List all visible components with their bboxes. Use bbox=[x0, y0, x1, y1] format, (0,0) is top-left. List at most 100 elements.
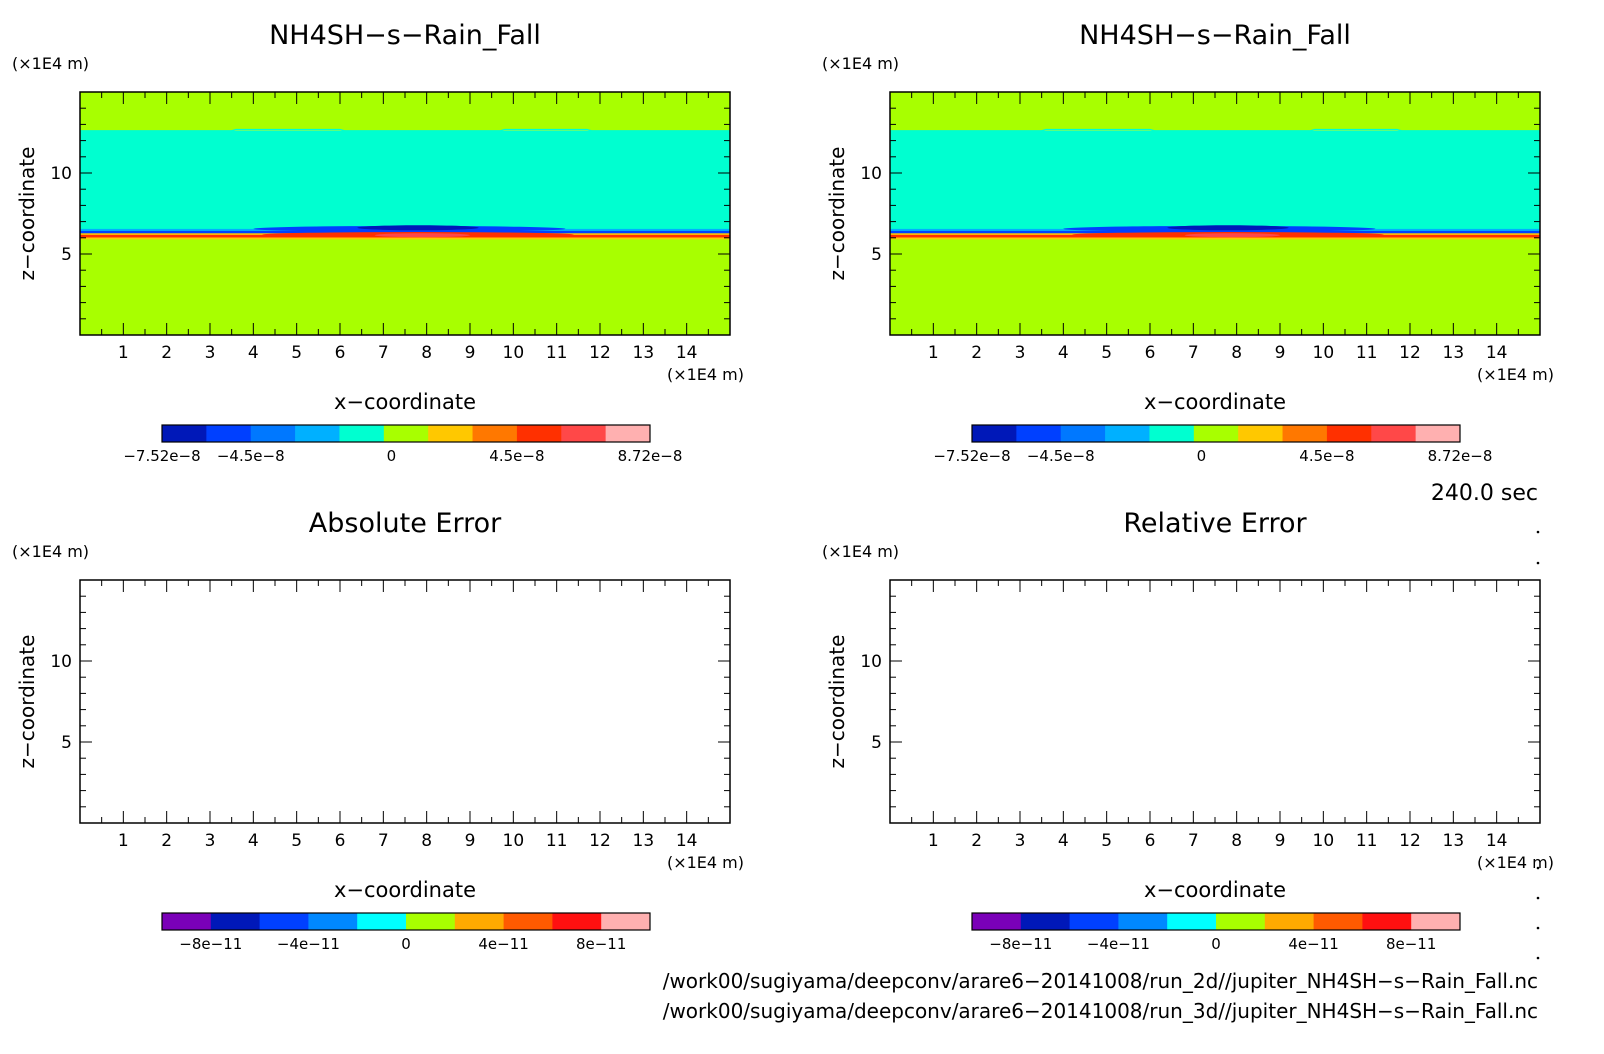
y-unit-label: (×1E4 m) bbox=[12, 54, 89, 73]
x-tick-label: 9 bbox=[465, 831, 476, 851]
panel-p2: NH4SH−s−Rain_Fall(×1E4 m)1 2 3 4 5 6 7 8 9 10 11 12… bbox=[822, 20, 1554, 465]
x-tick-label: 9 bbox=[1275, 831, 1286, 851]
x-tick-label: 3 bbox=[205, 831, 216, 851]
colorbar-swatch bbox=[1118, 913, 1168, 930]
x-tick-label: 1 bbox=[928, 831, 939, 851]
colorbar-label: 0 bbox=[387, 447, 397, 465]
contour-edge bbox=[890, 128, 1540, 132]
dot-marker bbox=[1536, 530, 1540, 534]
x-tick-label: 1 bbox=[118, 831, 129, 851]
colorbar-swatch bbox=[206, 425, 252, 442]
x-tick-label: 7 bbox=[378, 831, 389, 851]
contour-band bbox=[80, 236, 730, 335]
colorbar-swatch bbox=[308, 913, 358, 930]
x-tick-label: 10 bbox=[1313, 343, 1335, 363]
colorbar-swatch bbox=[1193, 425, 1239, 442]
x-tick-label: 2 bbox=[161, 831, 172, 851]
colorbar-label: 4e−11 bbox=[478, 935, 528, 953]
plot-frame bbox=[889, 579, 1541, 824]
contour-edge bbox=[80, 128, 730, 132]
colorbar-swatch bbox=[472, 425, 518, 442]
colorbar-swatch bbox=[1238, 425, 1284, 442]
colorbar-label: 4.5e−8 bbox=[1299, 447, 1354, 465]
x-tick-label: 10 bbox=[1313, 831, 1335, 851]
minimum-core bbox=[357, 225, 479, 231]
colorbar-label: 8.72e−8 bbox=[618, 447, 683, 465]
panels-group: NH4SH−s−Rain_Fall(×1E4 m)1 2 3 4 5 6 7 8 9 10 11 12… bbox=[12, 20, 1554, 953]
colorbar-frame bbox=[971, 424, 1461, 443]
contour-band bbox=[890, 92, 1540, 131]
y-axis-label: z−coordinate bbox=[15, 147, 39, 281]
colorbar-label: 8e−11 bbox=[1386, 935, 1436, 953]
colorbar-swatch bbox=[454, 913, 505, 930]
colorbar-swatch bbox=[357, 913, 407, 930]
colorbar-swatch bbox=[972, 425, 1017, 442]
y-unit-label: (×1E4 m) bbox=[12, 542, 89, 561]
x-tick-label: 12 bbox=[1399, 343, 1421, 363]
panel-title: NH4SH−s−Rain_Fall bbox=[1079, 20, 1351, 51]
colorbar-swatch bbox=[1105, 425, 1150, 442]
x-axis-label: x−coordinate bbox=[334, 390, 476, 414]
x-tick-label: 7 bbox=[378, 343, 389, 363]
contour-line bbox=[890, 237, 1540, 240]
dot-marker bbox=[1536, 561, 1540, 565]
x-tick-label: 6 bbox=[1145, 343, 1156, 363]
y-axis-label: z−coordinate bbox=[825, 147, 849, 281]
x-tick-label: 3 bbox=[1015, 343, 1026, 363]
colorbar-swatch bbox=[339, 425, 385, 442]
colorbar-swatch bbox=[162, 913, 212, 930]
colorbar-swatch bbox=[1326, 425, 1372, 442]
x-axis-label: x−coordinate bbox=[1144, 390, 1286, 414]
x-tick-label: 14 bbox=[676, 831, 698, 851]
x-tick-label: 8 bbox=[421, 343, 432, 363]
colorbar-label: −8e−11 bbox=[179, 935, 242, 953]
x-tick-label: 6 bbox=[335, 343, 346, 363]
colorbar-label: 8e−11 bbox=[576, 935, 626, 953]
colorbar-label: −4e−11 bbox=[1087, 935, 1150, 953]
y-tick-label: 5 bbox=[61, 733, 72, 753]
maximum-core bbox=[374, 233, 471, 238]
x-tick-label: 11 bbox=[1356, 831, 1378, 851]
minimum-core bbox=[1167, 225, 1289, 231]
colorbar-swatch bbox=[1167, 913, 1217, 930]
panel-p1: NH4SH−s−Rain_Fall(×1E4 m)1 2 3 4 5 6 7 8 9 10 11 12… bbox=[12, 20, 744, 465]
colorbar-frame bbox=[161, 424, 651, 443]
y-tick-label: 5 bbox=[871, 733, 882, 753]
y-unit-label: (×1E4 m) bbox=[822, 54, 899, 73]
x-tick-label: 5 bbox=[1101, 831, 1112, 851]
x-tick-label: 11 bbox=[546, 831, 568, 851]
y-tick-label: 10 bbox=[50, 164, 72, 184]
x-tick-label: 13 bbox=[1443, 831, 1465, 851]
colorbar-swatch bbox=[1313, 913, 1363, 930]
dot-marker bbox=[1536, 926, 1540, 930]
footer-path-3d: /work00/sugiyama/deepconv/arare6−2014100… bbox=[663, 999, 1538, 1023]
x-tick-label: 14 bbox=[1486, 831, 1508, 851]
colorbar-swatch bbox=[1282, 425, 1328, 442]
x-tick-label: 14 bbox=[676, 343, 698, 363]
colorbar-swatch bbox=[383, 425, 429, 442]
colorbar-label: −4.5e−8 bbox=[217, 447, 285, 465]
colorbar-swatch bbox=[259, 913, 309, 930]
colorbar-frame bbox=[971, 912, 1461, 931]
colorbar-label: 0 bbox=[1197, 447, 1207, 465]
colorbar-swatch bbox=[1216, 913, 1266, 930]
x-tick-label: 7 bbox=[1188, 343, 1199, 363]
colorbar-swatch bbox=[162, 425, 207, 442]
x-unit-label: (×1E4 m) bbox=[667, 853, 744, 872]
x-tick-label: 14 bbox=[1486, 343, 1508, 363]
x-tick-label: 11 bbox=[1356, 343, 1378, 363]
contour-field bbox=[80, 92, 730, 335]
x-axis-label: x−coordinate bbox=[334, 878, 476, 902]
panel-title: Relative Error bbox=[1123, 508, 1307, 539]
colorbar-label: −4e−11 bbox=[277, 935, 340, 953]
colorbar-swatch bbox=[210, 913, 261, 930]
colorbar-swatch bbox=[503, 913, 553, 930]
x-tick-label: 5 bbox=[291, 831, 302, 851]
contour-band bbox=[80, 130, 730, 230]
x-tick-label: 9 bbox=[465, 343, 476, 363]
x-tick-label: 4 bbox=[248, 831, 259, 851]
x-unit-label: (×1E4 m) bbox=[667, 365, 744, 384]
x-tick-label: 4 bbox=[248, 343, 259, 363]
x-tick-label: 10 bbox=[503, 831, 525, 851]
